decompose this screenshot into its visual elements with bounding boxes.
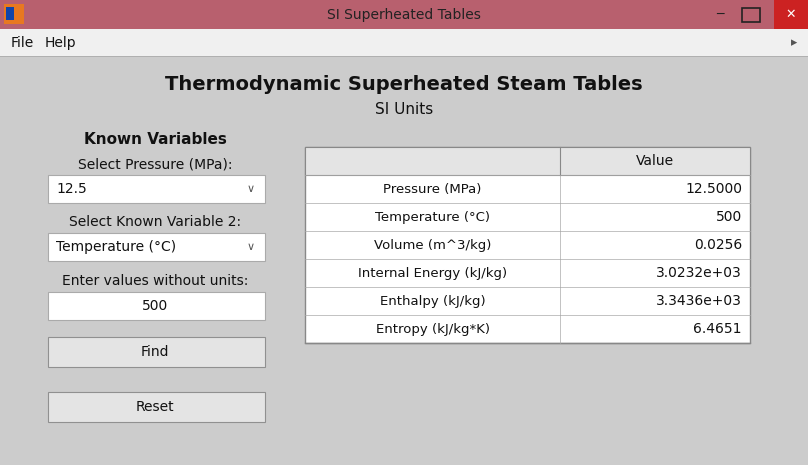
Text: 3.0232e+03: 3.0232e+03: [656, 266, 742, 280]
Bar: [774, 0, 808, 29]
Bar: [0, 29, 808, 57]
Text: Value: Value: [636, 154, 674, 168]
Text: SI Units: SI Units: [375, 101, 433, 117]
Bar: [48, 233, 265, 261]
Text: Temperature (°C): Temperature (°C): [56, 240, 176, 254]
Text: 6.4651: 6.4651: [693, 322, 742, 336]
Bar: [0, 0, 808, 29]
Text: Entropy (kJ/kg*K): Entropy (kJ/kg*K): [376, 323, 490, 336]
Text: File: File: [11, 36, 34, 50]
Bar: [0, 57, 808, 465]
Text: Select Known Variable 2:: Select Known Variable 2:: [69, 215, 241, 229]
Text: Enter values without units:: Enter values without units:: [62, 274, 248, 288]
Text: ∨: ∨: [247, 242, 255, 252]
Text: 500: 500: [142, 299, 168, 313]
Bar: [6, 7, 14, 20]
Bar: [742, 8, 760, 22]
Text: Enthalpy (kJ/kg): Enthalpy (kJ/kg): [380, 294, 486, 307]
Text: Temperature (°C): Temperature (°C): [375, 211, 490, 224]
Text: SI Superheated Tables: SI Superheated Tables: [327, 7, 481, 21]
Text: Help: Help: [44, 36, 76, 50]
Text: 12.5000: 12.5000: [685, 182, 742, 196]
Text: ∨: ∨: [247, 184, 255, 194]
Bar: [305, 147, 750, 343]
Text: Internal Energy (kJ/kg): Internal Energy (kJ/kg): [358, 266, 507, 279]
Bar: [48, 175, 265, 203]
Bar: [48, 292, 265, 320]
Bar: [305, 147, 750, 175]
Text: ▸: ▸: [791, 36, 797, 49]
Text: Reset: Reset: [136, 400, 175, 414]
Bar: [0, 56, 808, 57]
Text: Volume (m^3/kg): Volume (m^3/kg): [374, 239, 491, 252]
Bar: [48, 392, 265, 422]
Text: 12.5: 12.5: [56, 182, 86, 196]
Text: Pressure (MPa): Pressure (MPa): [383, 182, 482, 195]
Text: Known Variables: Known Variables: [83, 132, 226, 146]
Text: 500: 500: [716, 210, 742, 224]
Text: Thermodynamic Superheated Steam Tables: Thermodynamic Superheated Steam Tables: [165, 75, 643, 94]
Text: 3.3436e+03: 3.3436e+03: [656, 294, 742, 308]
Text: Select Pressure (MPa):: Select Pressure (MPa):: [78, 157, 232, 171]
Text: Find: Find: [141, 345, 169, 359]
Text: ✕: ✕: [785, 8, 796, 21]
Bar: [4, 4, 24, 24]
Text: ─: ─: [716, 8, 724, 21]
Bar: [48, 337, 265, 367]
Text: 0.0256: 0.0256: [694, 238, 742, 252]
